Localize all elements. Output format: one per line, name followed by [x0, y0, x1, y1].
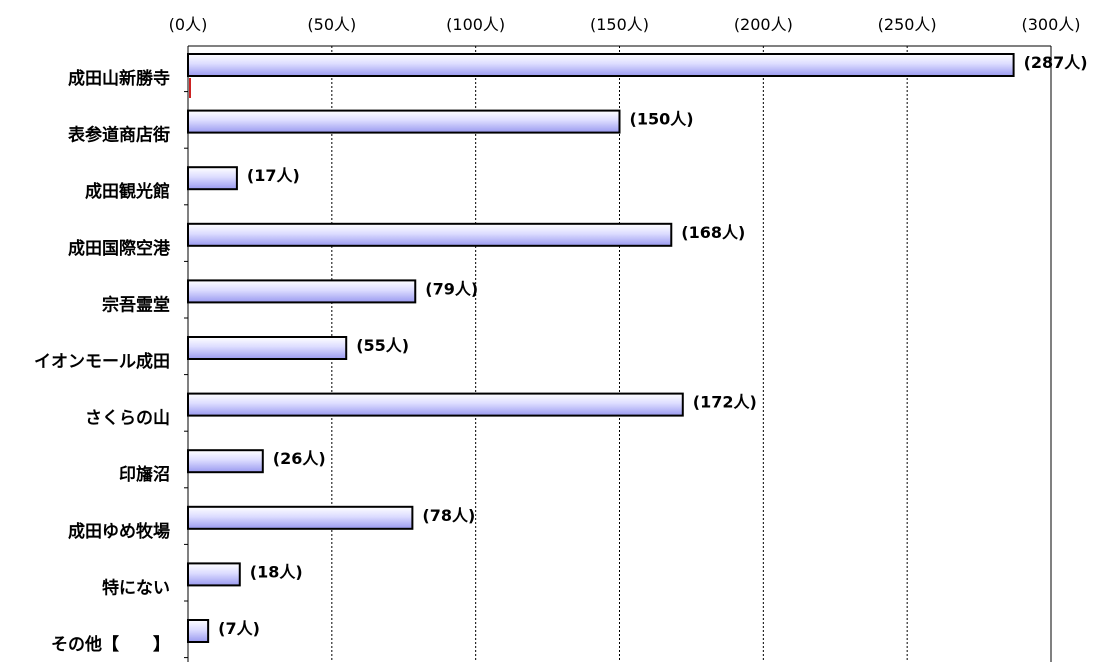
category-label: 印旛沼: [119, 464, 170, 485]
category-label: 特にない: [102, 577, 170, 598]
bar: [187, 505, 414, 530]
bar: [187, 166, 238, 191]
value-label: (18人): [250, 562, 303, 581]
value-label: (150人): [630, 110, 694, 129]
bar: [187, 109, 621, 134]
category-label: 表参道商店街: [68, 125, 170, 146]
category-label: イオンモール成田: [34, 351, 170, 372]
bar: [187, 336, 348, 360]
grid-lines: [331, 46, 908, 662]
value-label: (26人): [273, 449, 326, 468]
value-label: (7人): [218, 619, 260, 638]
value-label: (172人): [693, 393, 757, 412]
bar: [187, 222, 673, 247]
x-tick-label: (100人): [446, 15, 505, 34]
bar: [187, 53, 1015, 77]
value-label: (79人): [425, 279, 478, 298]
value-label: (168人): [681, 223, 745, 242]
bar: [187, 619, 210, 643]
category-label: 宗吾霊堂: [102, 294, 170, 315]
bar: [187, 279, 417, 304]
category-label: 成田観光館: [85, 181, 170, 202]
bars: [187, 53, 1015, 643]
x-tick-label: (200人): [734, 15, 793, 34]
x-tick-label: (300人): [1021, 15, 1080, 34]
value-label: (78人): [422, 506, 475, 525]
value-label: (287人): [1024, 53, 1088, 72]
bar: [187, 449, 264, 474]
category-label: その他【 】: [51, 634, 170, 655]
x-tick-label: (50人): [307, 15, 356, 34]
value-label: (55人): [356, 336, 409, 355]
bar: [187, 392, 684, 417]
bar: [187, 562, 241, 587]
x-tick-label: (0人): [169, 15, 208, 34]
category-label: 成田ゆめ牧場: [68, 521, 170, 542]
category-label: さくらの山: [85, 409, 170, 429]
value-label: (17人): [247, 166, 300, 185]
x-tick-label: (250人): [878, 15, 937, 34]
category-label: 成田国際空港: [68, 238, 171, 259]
x-tick-label: (150人): [590, 15, 649, 34]
labels: (0人) (50人) (100人) (150人) (200人) (250人) (300人) 成…: [34, 15, 1088, 655]
category-label: 成田山新勝寺: [68, 68, 170, 89]
